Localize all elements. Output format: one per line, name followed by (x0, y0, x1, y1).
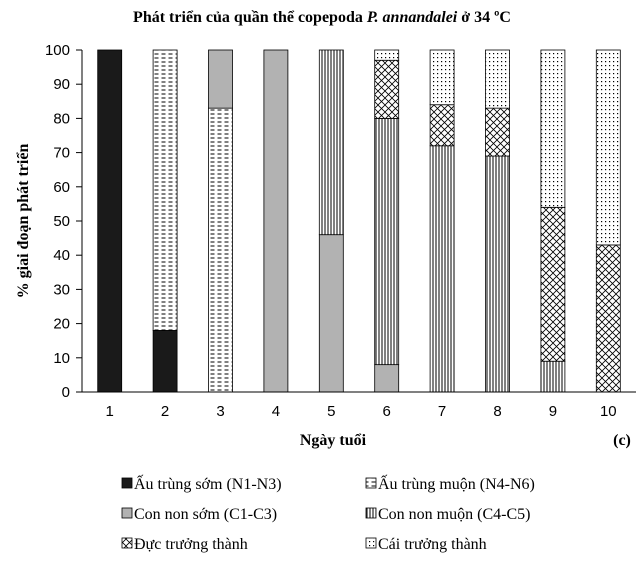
y-tick-label: 60 (53, 179, 70, 196)
y-tick-label: 30 (53, 281, 70, 298)
y-axis-label: % giai đoạn phát triển (15, 144, 32, 299)
bars (97, 49, 621, 393)
bar-segment-series-4-day-7 (429, 145, 455, 393)
y-tick-label: 20 (53, 316, 70, 333)
x-tick-label: 10 (600, 403, 617, 420)
x-tick-label: 3 (216, 403, 224, 420)
bar-segment-series-4-day-5 (318, 49, 344, 236)
legend-swatch-series-2 (365, 477, 377, 489)
legend: Ấu trùng sớm (N1-N3) Ấu trùng muộn (N4-N6… (121, 474, 535, 553)
bar-segment-series-6-day-10 (595, 49, 621, 246)
bar-segment-series-1-day-2 (152, 330, 178, 393)
bar-segment-series-3-day-6 (374, 364, 400, 393)
legend-label-series-2: Ấu trùng muộn (N4-N6) (378, 474, 535, 493)
x-tick-label: 6 (383, 403, 391, 420)
bar-segment-series-1-day-1 (97, 49, 123, 393)
legend-swatch-series-4 (365, 507, 377, 519)
bar-segment-series-3-day-3 (208, 49, 233, 109)
y-tick-label: 10 (53, 350, 70, 367)
x-tick-label: 7 (438, 403, 446, 420)
legend-swatch-series-6 (365, 537, 377, 549)
legend-label-series-3: Con non sớm (C1-C3) (134, 506, 277, 523)
bar-segment-series-6-day-8 (485, 49, 510, 109)
y-tick-label: 80 (53, 110, 70, 127)
bar-segment-series-4-day-6 (374, 118, 400, 366)
y-tick-label: 50 (53, 213, 70, 230)
bar-segment-series-4-day-9 (540, 360, 566, 393)
x-axis-label: Ngày tuổi (300, 432, 367, 449)
chart-title-species: P. annandalei (366, 9, 458, 26)
legend-swatch-series-3 (121, 507, 133, 519)
x-tick-label: 4 (272, 403, 280, 420)
legend-swatch-series-1 (121, 477, 133, 489)
chart-title-main: Phát triển của quần thể copepoda (133, 9, 367, 26)
bar-segment-series-4-day-8 (485, 155, 510, 393)
y-tick-label: 90 (53, 76, 70, 93)
y-tick-label: 70 (53, 145, 70, 162)
y-tick-label: 0 (62, 384, 70, 401)
bar-segment-series-3-day-5 (318, 234, 344, 393)
bar-segment-series-3-day-4 (263, 49, 289, 393)
bar-segment-series-5-day-6 (374, 59, 400, 119)
x-axis: 1 2 3 4 5 6 7 8 9 10 (82, 391, 636, 420)
x-tick-label: 1 (106, 403, 114, 420)
bar-segment-series-6-day-9 (540, 49, 566, 208)
legend-label-series-6: Cái trưởng thành (378, 536, 487, 553)
legend-label-series-5: Đực trưởng thành (134, 536, 248, 553)
bar-segment-series-6-day-7 (429, 49, 455, 106)
chart-title-suffix: ở 34 ºC (457, 9, 511, 26)
y-tick-label: 100 (45, 42, 70, 59)
panel-label: (c) (613, 432, 631, 449)
legend-swatch-series-5 (121, 537, 133, 549)
bar-segment-series-5-day-10 (595, 244, 621, 393)
x-tick-label: 5 (327, 403, 335, 420)
y-tick-label: 40 (53, 247, 70, 264)
bar-segment-series-5-day-8 (485, 107, 510, 157)
x-tick-label: 8 (493, 403, 501, 420)
bar-segment-series-6-day-6 (374, 49, 400, 61)
chart-title: Phát triển của quần thể copepoda P. anna… (133, 9, 511, 26)
bar-segment-series-2-day-3 (208, 107, 233, 393)
bar-segment-series-5-day-9 (540, 206, 566, 362)
x-tick-label: 9 (549, 403, 557, 420)
bar-segment-series-5-day-7 (429, 104, 455, 147)
bar-segment-series-2-day-2 (152, 49, 178, 331)
y-axis: 0 10 20 30 40 50 60 70 80 90 100 (45, 42, 83, 401)
x-tick-label: 2 (161, 403, 169, 420)
legend-label-series-4: Con non muộn (C4-C5) (378, 506, 530, 523)
legend-label-series-1: Ấu trùng sớm (N1-N3) (134, 474, 282, 493)
